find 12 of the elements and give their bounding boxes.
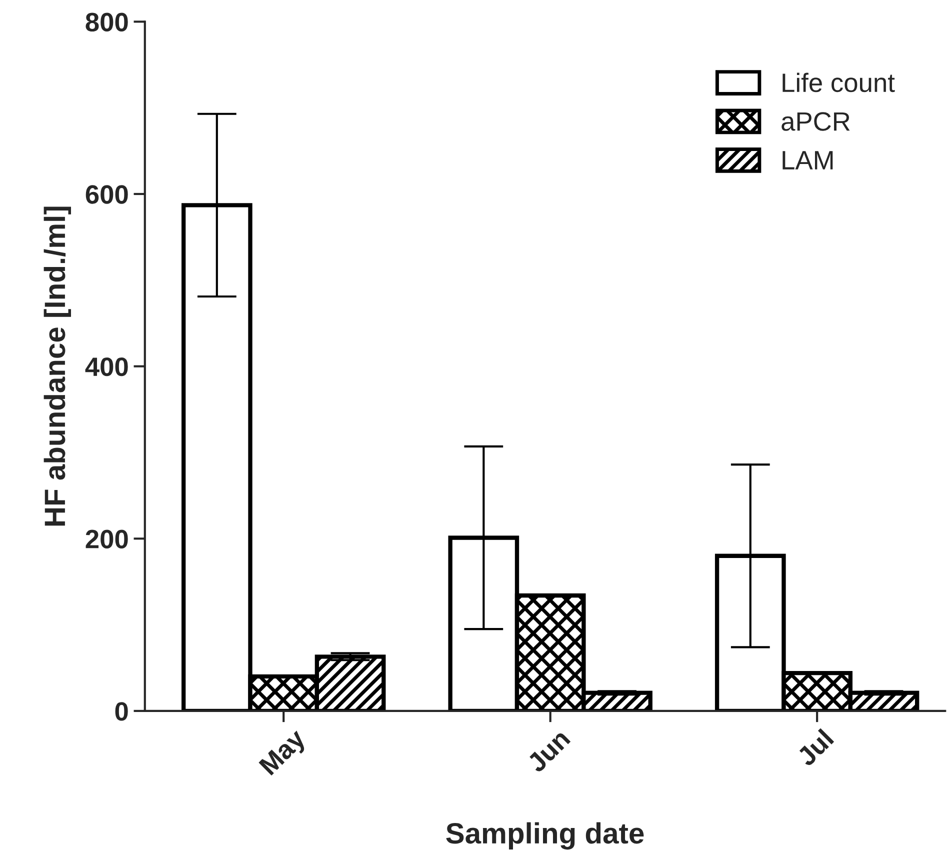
y-tick-label: 200	[86, 530, 128, 548]
y-axis-title: HF abundance [Ind./ml]	[44, 206, 72, 526]
legend-label: Life count	[782, 72, 895, 92]
y-tick-label: 800	[86, 12, 128, 32]
legend-label: aPCR	[782, 112, 850, 131]
x-tick-label: Jul	[795, 728, 834, 768]
y-tick-label: 0	[115, 702, 128, 721]
x-axis-title: Sampling date	[446, 822, 644, 850]
y-tick-label: 600	[86, 185, 128, 204]
legend-label: LAM	[782, 151, 833, 170]
x-tick-label: Jun	[526, 728, 571, 774]
y-tick-label: 400	[85, 357, 128, 376]
